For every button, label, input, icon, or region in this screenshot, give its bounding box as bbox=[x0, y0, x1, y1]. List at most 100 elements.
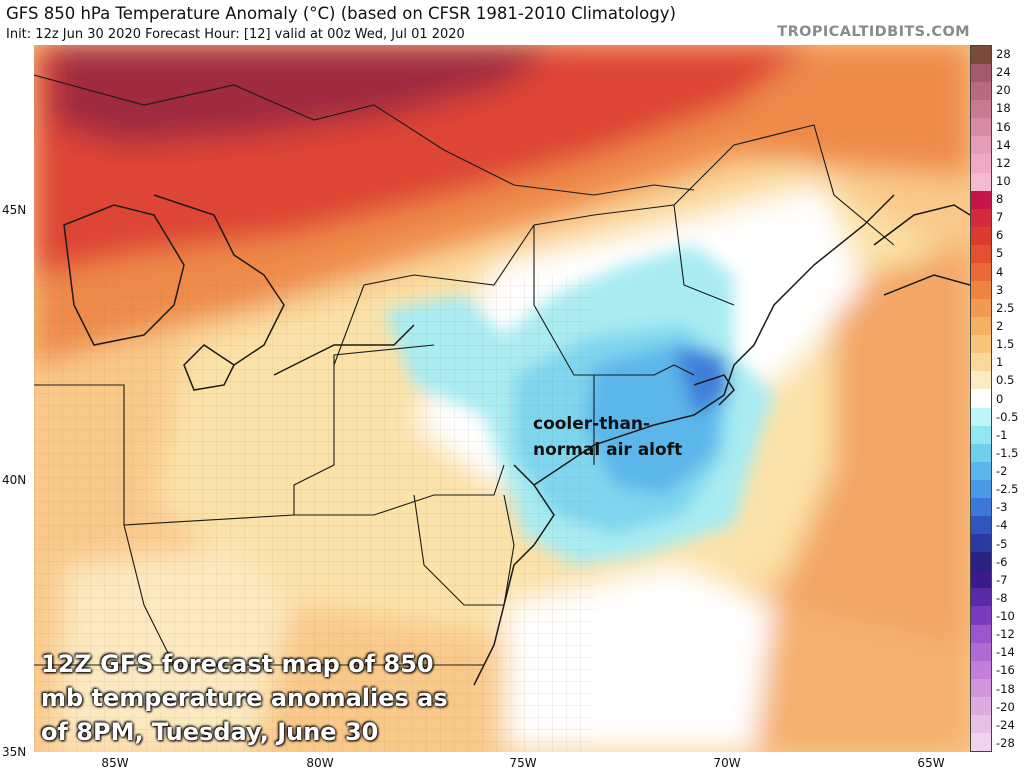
colorbar-tick-label: 1 bbox=[996, 355, 1004, 370]
colorbar-tick-label: 18 bbox=[996, 101, 1011, 116]
colorbar-tick-label: -8 bbox=[996, 590, 1008, 605]
colorbar-tick-label: 14 bbox=[996, 137, 1011, 152]
map-canvas bbox=[34, 45, 970, 752]
colorbar-tick-label: -2.5 bbox=[996, 482, 1019, 497]
colorbar-swatch bbox=[971, 516, 991, 535]
colorbar-swatch bbox=[971, 660, 991, 679]
colorbar-tick-label: -5 bbox=[996, 536, 1008, 551]
colorbar-swatch bbox=[971, 299, 991, 318]
colorbar-swatch bbox=[971, 461, 991, 480]
colorbar-swatch bbox=[971, 425, 991, 444]
colorbar-swatch bbox=[971, 64, 991, 83]
annotation-line: cooler-than- bbox=[533, 414, 651, 434]
caption-line: of 8PM, Tuesday, June 30 bbox=[41, 718, 379, 746]
colorbar-tick-label: -12 bbox=[996, 627, 1015, 642]
colorbar-tick-label: 1.5 bbox=[996, 337, 1015, 352]
colorbar-tick-label: 0 bbox=[996, 391, 1004, 406]
colorbar-swatch bbox=[971, 606, 991, 625]
colorbar-tick-label: -18 bbox=[996, 681, 1015, 696]
colorbar-swatch bbox=[971, 642, 991, 661]
colorbar-tick-label: 20 bbox=[996, 83, 1011, 98]
colorbar-tick-label: 0.5 bbox=[996, 373, 1015, 388]
caption-line: mb temperature anomalies as bbox=[41, 684, 448, 712]
lat-label: 40N bbox=[2, 473, 27, 487]
lon-label: 80W bbox=[306, 756, 334, 770]
colorbar-swatch bbox=[971, 479, 991, 498]
colorbar-tick-label: -28 bbox=[996, 735, 1015, 750]
colorbar-tick-label: -4 bbox=[996, 518, 1008, 533]
colorbar-swatch bbox=[971, 389, 991, 408]
colorbar bbox=[970, 45, 992, 752]
colorbar-tick-label: -14 bbox=[996, 645, 1015, 660]
colorbar-tick-label: -6 bbox=[996, 554, 1008, 569]
site-watermark: TROPICALTIDBITS.COM bbox=[777, 24, 970, 40]
colorbar-swatch bbox=[971, 443, 991, 462]
lon-label: 75W bbox=[509, 756, 537, 770]
colorbar-swatch bbox=[971, 714, 991, 733]
colorbar-tick-label: -2 bbox=[996, 464, 1008, 478]
colorbar-tick-label: -16 bbox=[996, 663, 1015, 678]
colorbar-swatch bbox=[971, 244, 991, 263]
colorbar-swatch bbox=[971, 552, 991, 571]
map-subtitle: Init: 12z Jun 30 2020 Forecast Hour: [12… bbox=[6, 27, 465, 42]
colorbar-tick-label: 6 bbox=[996, 228, 1004, 243]
colorbar-tick-label: 2 bbox=[996, 318, 1004, 333]
colorbar-swatch bbox=[971, 497, 991, 517]
colorbar-tick-label: 3 bbox=[996, 282, 1004, 297]
colorbar-swatch bbox=[971, 678, 991, 697]
boundary-lines bbox=[34, 74, 895, 666]
colorbar-tick-label: 8 bbox=[996, 192, 1004, 207]
colorbar-swatch bbox=[971, 317, 991, 336]
colorbar-swatch bbox=[971, 335, 991, 354]
colorbar-swatch bbox=[971, 100, 991, 119]
colorbar-swatch bbox=[971, 46, 991, 65]
colorbar-swatch bbox=[971, 226, 991, 245]
colorbar-swatch bbox=[971, 281, 991, 300]
colorbar-tick-label: 7 bbox=[996, 210, 1004, 225]
anomaly-map bbox=[34, 45, 970, 752]
colorbar-tick-label: 28 bbox=[996, 47, 1011, 62]
lon-label: 70W bbox=[713, 756, 741, 770]
colorbar-swatch bbox=[971, 732, 991, 752]
colorbar-swatch bbox=[971, 190, 991, 209]
colorbar-swatch bbox=[971, 570, 991, 589]
colorbar-tick-label: -3 bbox=[996, 500, 1008, 515]
colorbar-swatch bbox=[971, 172, 991, 191]
colorbar-swatch bbox=[971, 696, 991, 715]
caption-line: 12Z GFS forecast map of 850 bbox=[41, 650, 434, 678]
colorbar-swatch bbox=[971, 371, 991, 390]
colorbar-swatch bbox=[971, 136, 991, 155]
colorbar-tick-label: -10 bbox=[996, 609, 1015, 624]
caption: 12Z GFS forecast map of 850 mb temperatu… bbox=[41, 647, 448, 749]
annotation: cooler-than- normal air aloft bbox=[533, 411, 682, 463]
lon-label: 65W bbox=[917, 756, 945, 770]
colorbar-swatch bbox=[971, 534, 991, 553]
annotation-line: normal air aloft bbox=[533, 440, 683, 460]
coastline bbox=[63, 194, 970, 686]
colorbar-tick-label: 12 bbox=[996, 155, 1011, 170]
map-title: GFS 850 hPa Temperature Anomaly (°C) (ba… bbox=[6, 4, 676, 23]
lat-label: 35N bbox=[2, 745, 27, 759]
colorbar-swatch bbox=[971, 82, 991, 101]
colorbar-tick-label: 24 bbox=[996, 65, 1011, 80]
colorbar-tick-label: -1 bbox=[996, 427, 1008, 442]
colorbar-tick-label: 2.5 bbox=[996, 300, 1015, 315]
colorbar-tick-label: 4 bbox=[996, 264, 1004, 279]
colorbar-tick-label: -1.5 bbox=[996, 445, 1019, 460]
colorbar-tick-label: 5 bbox=[996, 246, 1004, 261]
colorbar-swatch bbox=[971, 407, 991, 426]
header: GFS 850 hPa Temperature Anomaly (°C) (ba… bbox=[0, 0, 1024, 52]
colorbar-tick-label: -20 bbox=[996, 699, 1015, 714]
lon-label: 85W bbox=[101, 756, 129, 770]
colorbar-swatch bbox=[971, 353, 991, 372]
colorbar-tick-label: 16 bbox=[996, 119, 1011, 134]
colorbar-swatch bbox=[971, 208, 991, 227]
colorbar-swatch bbox=[971, 262, 991, 282]
colorbar-swatch bbox=[971, 588, 991, 607]
colorbar-tick-label: 10 bbox=[996, 173, 1011, 188]
lat-label: 45N bbox=[2, 203, 27, 217]
colorbar-tick-label: -24 bbox=[996, 717, 1015, 732]
colorbar-swatch bbox=[971, 154, 991, 173]
colorbar-tick-label: -0.5 bbox=[996, 409, 1019, 424]
colorbar-swatch bbox=[971, 624, 991, 643]
